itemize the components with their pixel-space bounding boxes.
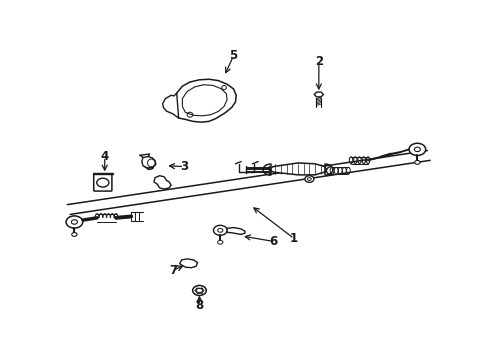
Circle shape [71, 220, 77, 224]
Polygon shape [226, 228, 244, 234]
Text: 6: 6 [269, 235, 277, 248]
Circle shape [72, 233, 77, 237]
Polygon shape [268, 163, 326, 175]
Text: 8: 8 [195, 299, 203, 312]
Circle shape [97, 178, 109, 187]
Circle shape [217, 228, 223, 232]
Polygon shape [143, 161, 154, 169]
Circle shape [192, 285, 206, 296]
Circle shape [307, 177, 311, 180]
Polygon shape [173, 79, 236, 122]
Text: 2: 2 [314, 55, 322, 68]
Polygon shape [182, 85, 226, 116]
Circle shape [213, 225, 226, 235]
Circle shape [414, 161, 419, 164]
Circle shape [304, 176, 313, 183]
Text: 1: 1 [289, 232, 298, 245]
Text: 4: 4 [101, 150, 109, 163]
Circle shape [217, 240, 223, 244]
Polygon shape [314, 92, 323, 97]
Polygon shape [163, 93, 178, 118]
Polygon shape [154, 176, 171, 189]
FancyBboxPatch shape [94, 174, 112, 191]
Text: 3: 3 [180, 160, 188, 173]
Circle shape [196, 288, 202, 293]
Polygon shape [180, 259, 197, 268]
Circle shape [408, 143, 425, 156]
Text: 5: 5 [229, 49, 237, 62]
Text: 7: 7 [168, 264, 177, 277]
Polygon shape [142, 157, 156, 168]
Circle shape [413, 147, 420, 152]
Circle shape [66, 216, 82, 228]
